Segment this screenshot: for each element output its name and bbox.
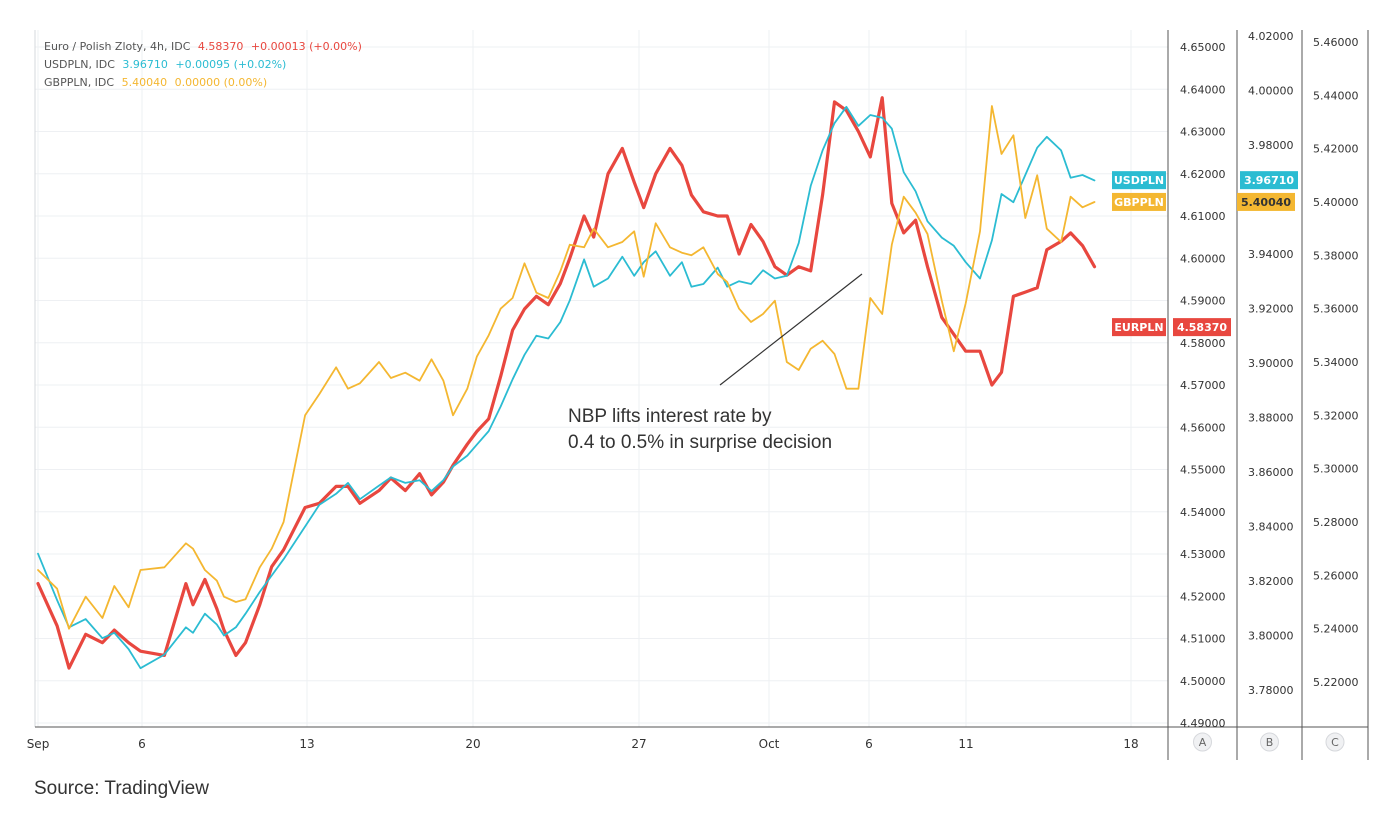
axis-a-tick-label: 4.56000 bbox=[1180, 421, 1226, 434]
axis-b-button-label: B bbox=[1266, 736, 1274, 749]
axis-a-button[interactable] bbox=[1193, 732, 1212, 752]
axis-a-tick-label: 4.55000 bbox=[1180, 464, 1226, 477]
axis-a-tick-label: 4.63000 bbox=[1180, 126, 1226, 139]
axis-b-tick-label: 3.94000 bbox=[1248, 248, 1294, 261]
gbppln-price-tag-text: 5.40040 bbox=[1241, 196, 1291, 209]
axis-a-tick-label: 4.65000 bbox=[1180, 41, 1226, 54]
chart-legend: Euro / Polish Zloty, 4h, IDC 4.58370 +0.… bbox=[44, 38, 362, 92]
axis-a-tick-label: 4.54000 bbox=[1180, 506, 1226, 519]
time-tick-label: Oct bbox=[759, 737, 780, 751]
axis-c-tick-label: 5.44000 bbox=[1313, 89, 1359, 102]
legend-gbppln-change: 0.00000 (0.00%) bbox=[174, 76, 268, 89]
usdpln-price-tag-text: 3.96710 bbox=[1244, 174, 1294, 187]
gbppln-price-tag-bg[interactable] bbox=[1237, 192, 1295, 211]
legend-gbppln-value: 5.40040 bbox=[121, 76, 168, 89]
annotation-text: NBP lifts interest rate by 0.4 to 0.5% i… bbox=[568, 404, 832, 456]
axis-b-tick-label: 3.80000 bbox=[1248, 630, 1294, 643]
chart-series bbox=[36, 96, 1097, 670]
axis-a-tick-label: 4.62000 bbox=[1180, 168, 1226, 181]
usdpln-symbol-tag-bg[interactable] bbox=[1112, 171, 1166, 190]
usdpln-symbol-tag-text: USDPLN bbox=[1114, 174, 1164, 187]
axis-b-tick-label: 3.82000 bbox=[1248, 575, 1294, 588]
legend-eurpln-value: 4.58370 bbox=[197, 40, 244, 53]
legend-usdpln-name: USDPLN, IDC bbox=[44, 58, 115, 71]
axis-c-tick-label: 5.46000 bbox=[1313, 36, 1359, 49]
axis-c-tick-label: 5.36000 bbox=[1313, 303, 1359, 316]
annotation-line-2: 0.4 to 0.5% in surprise decision bbox=[568, 432, 833, 453]
axis-a-tick-label: 4.61000 bbox=[1180, 210, 1226, 223]
axis-a-tick-label: 4.64000 bbox=[1180, 83, 1226, 96]
time-tick-label: 18 bbox=[1123, 737, 1138, 751]
legend-row-eurpln[interactable]: Euro / Polish Zloty, 4h, IDC 4.58370 +0.… bbox=[44, 38, 362, 56]
usdpln-price-tag-bg[interactable] bbox=[1240, 171, 1298, 190]
eurpln-symbol-tag-text: EURPLN bbox=[1114, 321, 1163, 334]
axis-c-tick-label: 5.40000 bbox=[1313, 196, 1359, 209]
axis-c-tick-label: 5.22000 bbox=[1313, 676, 1359, 689]
axis-c-tick-label: 5.28000 bbox=[1313, 516, 1359, 529]
axis-b-tick-label: 3.88000 bbox=[1248, 412, 1294, 425]
axis-b-button[interactable] bbox=[1260, 732, 1279, 752]
axis-a-tick-label: 4.53000 bbox=[1180, 548, 1226, 561]
legend-eurpln-name: Euro / Polish Zloty, 4h, IDC bbox=[44, 40, 191, 53]
axis-b-tick-label: 3.78000 bbox=[1248, 684, 1294, 697]
price-axes: 4.65000 4.64000 4.63000 4.62000 4.61000 4.600… bbox=[1180, 30, 1359, 730]
axis-a-tick-label: 4.57000 bbox=[1180, 379, 1226, 392]
legend-row-gbppln[interactable]: GBPPLN, IDC 5.40040 0.00000 (0.00%) bbox=[44, 74, 362, 92]
gbppln-symbol-tag-bg[interactable] bbox=[1112, 192, 1166, 211]
axis-c-tick-label: 5.34000 bbox=[1313, 356, 1359, 369]
eurpln-price-tag-bg[interactable] bbox=[1173, 318, 1231, 337]
axis-a-tick-label: 4.52000 bbox=[1180, 590, 1226, 603]
legend-eurpln-change: +0.00013 (+0.00%) bbox=[250, 40, 362, 53]
axis-b-tick-label: 3.90000 bbox=[1248, 357, 1294, 370]
axis-a-tick-label: 4.59000 bbox=[1180, 295, 1226, 308]
legend-gbppln-name: GBPPLN, IDC bbox=[44, 76, 115, 89]
axis-c-tick-label: 5.38000 bbox=[1313, 249, 1359, 262]
time-tick-label: 27 bbox=[631, 737, 646, 751]
eurpln-price-tag-text: 4.58370 bbox=[1177, 321, 1227, 334]
last-price-tags: USDPLN GBPPLN EURPLN 4.58370 3.96710 5.40040 bbox=[1112, 171, 1298, 337]
chart-grid bbox=[35, 30, 1168, 727]
axis-b-tick-label: 3.84000 bbox=[1248, 521, 1294, 534]
time-tick-label: Sep bbox=[27, 737, 50, 751]
axis-b-tick-label: 4.00000 bbox=[1248, 85, 1294, 98]
axis-c-button[interactable] bbox=[1325, 732, 1345, 752]
axis-c-tick-label: 5.30000 bbox=[1313, 463, 1359, 476]
series-line-usdpln[interactable] bbox=[37, 105, 1096, 670]
axis-a-tick-label: 4.50000 bbox=[1180, 675, 1226, 688]
legend-usdpln-value: 3.96710 bbox=[122, 58, 168, 71]
legend-usdpln-change: +0.00095 (+0.02%) bbox=[175, 58, 287, 71]
axis-c-tick-label: 5.24000 bbox=[1313, 623, 1359, 636]
axis-a-tick-label: 4.51000 bbox=[1180, 633, 1226, 646]
time-tick-label: 20 bbox=[465, 737, 480, 751]
time-tick-label: 6 bbox=[865, 737, 873, 751]
time-tick-label: 11 bbox=[958, 737, 973, 751]
axis-b-tick-label: 3.92000 bbox=[1248, 303, 1294, 316]
eurpln-symbol-tag-bg[interactable] bbox=[1112, 318, 1166, 337]
series-line-eurpln[interactable] bbox=[36, 96, 1097, 670]
series-line-gbppln[interactable] bbox=[37, 105, 1096, 630]
axis-a-tick-label: 4.49000 bbox=[1180, 717, 1226, 730]
axis-c-tick-label: 5.42000 bbox=[1313, 143, 1359, 156]
chart-frame bbox=[34, 30, 1369, 760]
time-axis: Sep 6 13 20 27 Oct 6 11 18 A B C bbox=[27, 732, 1345, 752]
axis-c-tick-label: 5.32000 bbox=[1313, 409, 1359, 422]
axis-a-tick-label: 4.58000 bbox=[1180, 337, 1226, 350]
time-tick-label: 13 bbox=[299, 737, 314, 751]
axis-a-button-label: A bbox=[1199, 736, 1207, 749]
source-caption: Source: TradingView bbox=[34, 778, 209, 799]
axis-c-button-label: C bbox=[1331, 736, 1339, 749]
legend-row-usdpln[interactable]: USDPLN, IDC 3.96710 +0.00095 (+0.02%) bbox=[44, 56, 362, 74]
axis-b-tick-label: 3.86000 bbox=[1248, 466, 1294, 479]
axis-b-tick-label: 3.98000 bbox=[1248, 139, 1294, 152]
annotation-line-1: NBP lifts interest rate by bbox=[568, 406, 772, 427]
axis-b-tick-label: 4.02000 bbox=[1248, 30, 1294, 43]
gbppln-symbol-tag-text: GBPPLN bbox=[1114, 196, 1164, 209]
time-tick-label: 6 bbox=[138, 737, 146, 751]
annotation-pointer-line bbox=[719, 273, 863, 386]
axis-a-tick-label: 4.60000 bbox=[1180, 252, 1226, 265]
axis-c-tick-label: 5.26000 bbox=[1313, 569, 1359, 582]
